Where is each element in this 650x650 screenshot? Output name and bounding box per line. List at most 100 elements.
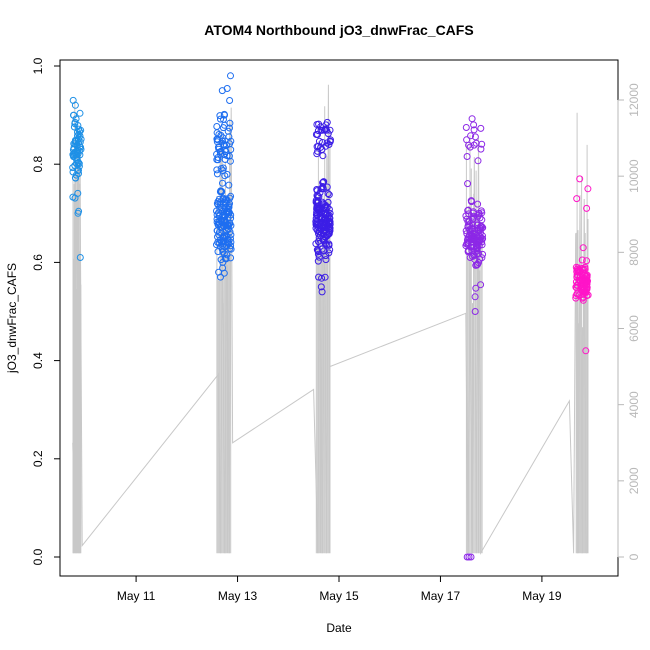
data-point [462,124,470,131]
data-point [213,170,221,178]
data-point [317,283,325,291]
data-point [74,167,82,175]
data-point [467,553,475,561]
data-point [70,144,78,152]
data-point [322,211,330,219]
data-point [470,252,478,260]
data-point [227,245,235,253]
scatter-points [69,72,592,561]
data-point [213,135,221,143]
data-point [215,195,223,203]
data-point [314,247,322,255]
y-tick-label: 0.8 [31,156,45,173]
y-axis: 0.0 0.2 0.4 0.6 0.8 1.0 [31,57,61,565]
data-point [477,124,485,132]
y-tick-label: 0.6 [31,254,45,271]
data-point [321,273,329,281]
data-point [322,121,330,129]
data-point [313,208,321,216]
data-point [312,224,320,232]
data-point [473,245,481,253]
data-point [227,242,235,250]
data-point [463,240,471,248]
data-point [215,228,223,236]
data-point [582,285,590,293]
data-point [467,232,475,240]
data-point [224,236,232,244]
data-point [469,227,476,235]
data-point [76,254,84,261]
data-point [69,151,77,159]
data-point [469,209,477,217]
data-point [576,272,584,280]
data-point [579,294,587,302]
data-point [316,189,324,197]
x-tick-label: May 17 [421,589,461,603]
data-point [478,216,486,224]
data-point [582,347,590,355]
data-point [474,157,482,165]
data-point [323,126,331,134]
data-point [218,188,226,195]
data-point [326,126,334,134]
data-point [318,245,326,253]
y2-axis: 0 2000 4000 6000 8000 10000 12000 [617,83,641,560]
data-point [463,553,471,561]
data-point [326,138,334,146]
data-point [478,140,486,148]
data-point [468,198,475,206]
data-point [227,192,235,200]
data-point [223,210,231,218]
data-point [468,115,476,123]
data-point [326,218,334,226]
data-point [576,175,584,183]
data-point [220,140,228,148]
data-point [216,112,224,120]
data-point [226,97,234,104]
data-point [320,178,328,186]
data-point [464,239,472,247]
data-point [478,235,486,243]
data-point [74,209,82,217]
data-point [463,153,471,160]
data-point [70,111,78,119]
data-point [218,87,226,95]
data-point [71,194,79,202]
data-point [325,240,333,248]
data-point [215,268,223,276]
data-point [315,273,323,281]
data-point [464,180,472,188]
data-point [466,143,474,151]
data-point [314,250,322,258]
data-point [583,273,591,281]
data-point [478,238,486,246]
data-point [76,109,84,117]
y2-tick-label: 2000 [627,467,641,494]
y2-tick-label: 12000 [627,83,641,117]
data-point [326,209,334,217]
data-point [75,125,83,133]
data-point [225,152,233,160]
data-point [314,127,322,135]
data-point [216,236,224,244]
data-point [465,141,473,149]
y2-tick-label: 0 [627,553,641,560]
data-point [317,185,325,193]
data-point [318,146,326,153]
data-point [325,191,333,199]
data-point [217,115,224,123]
data-point [474,237,482,245]
data-point [224,205,232,213]
data-point [464,247,472,255]
y-axis-label: jO3_dnwFrac_CAFS [5,263,19,374]
data-point [318,288,326,296]
data-point [583,257,591,265]
data-point [470,121,478,129]
data-point [69,164,77,172]
data-point [219,194,227,202]
data-point [318,198,326,206]
data-point [315,198,322,206]
data-point [222,141,230,149]
y-tick-label: 0.2 [31,450,45,467]
data-point [313,150,321,158]
